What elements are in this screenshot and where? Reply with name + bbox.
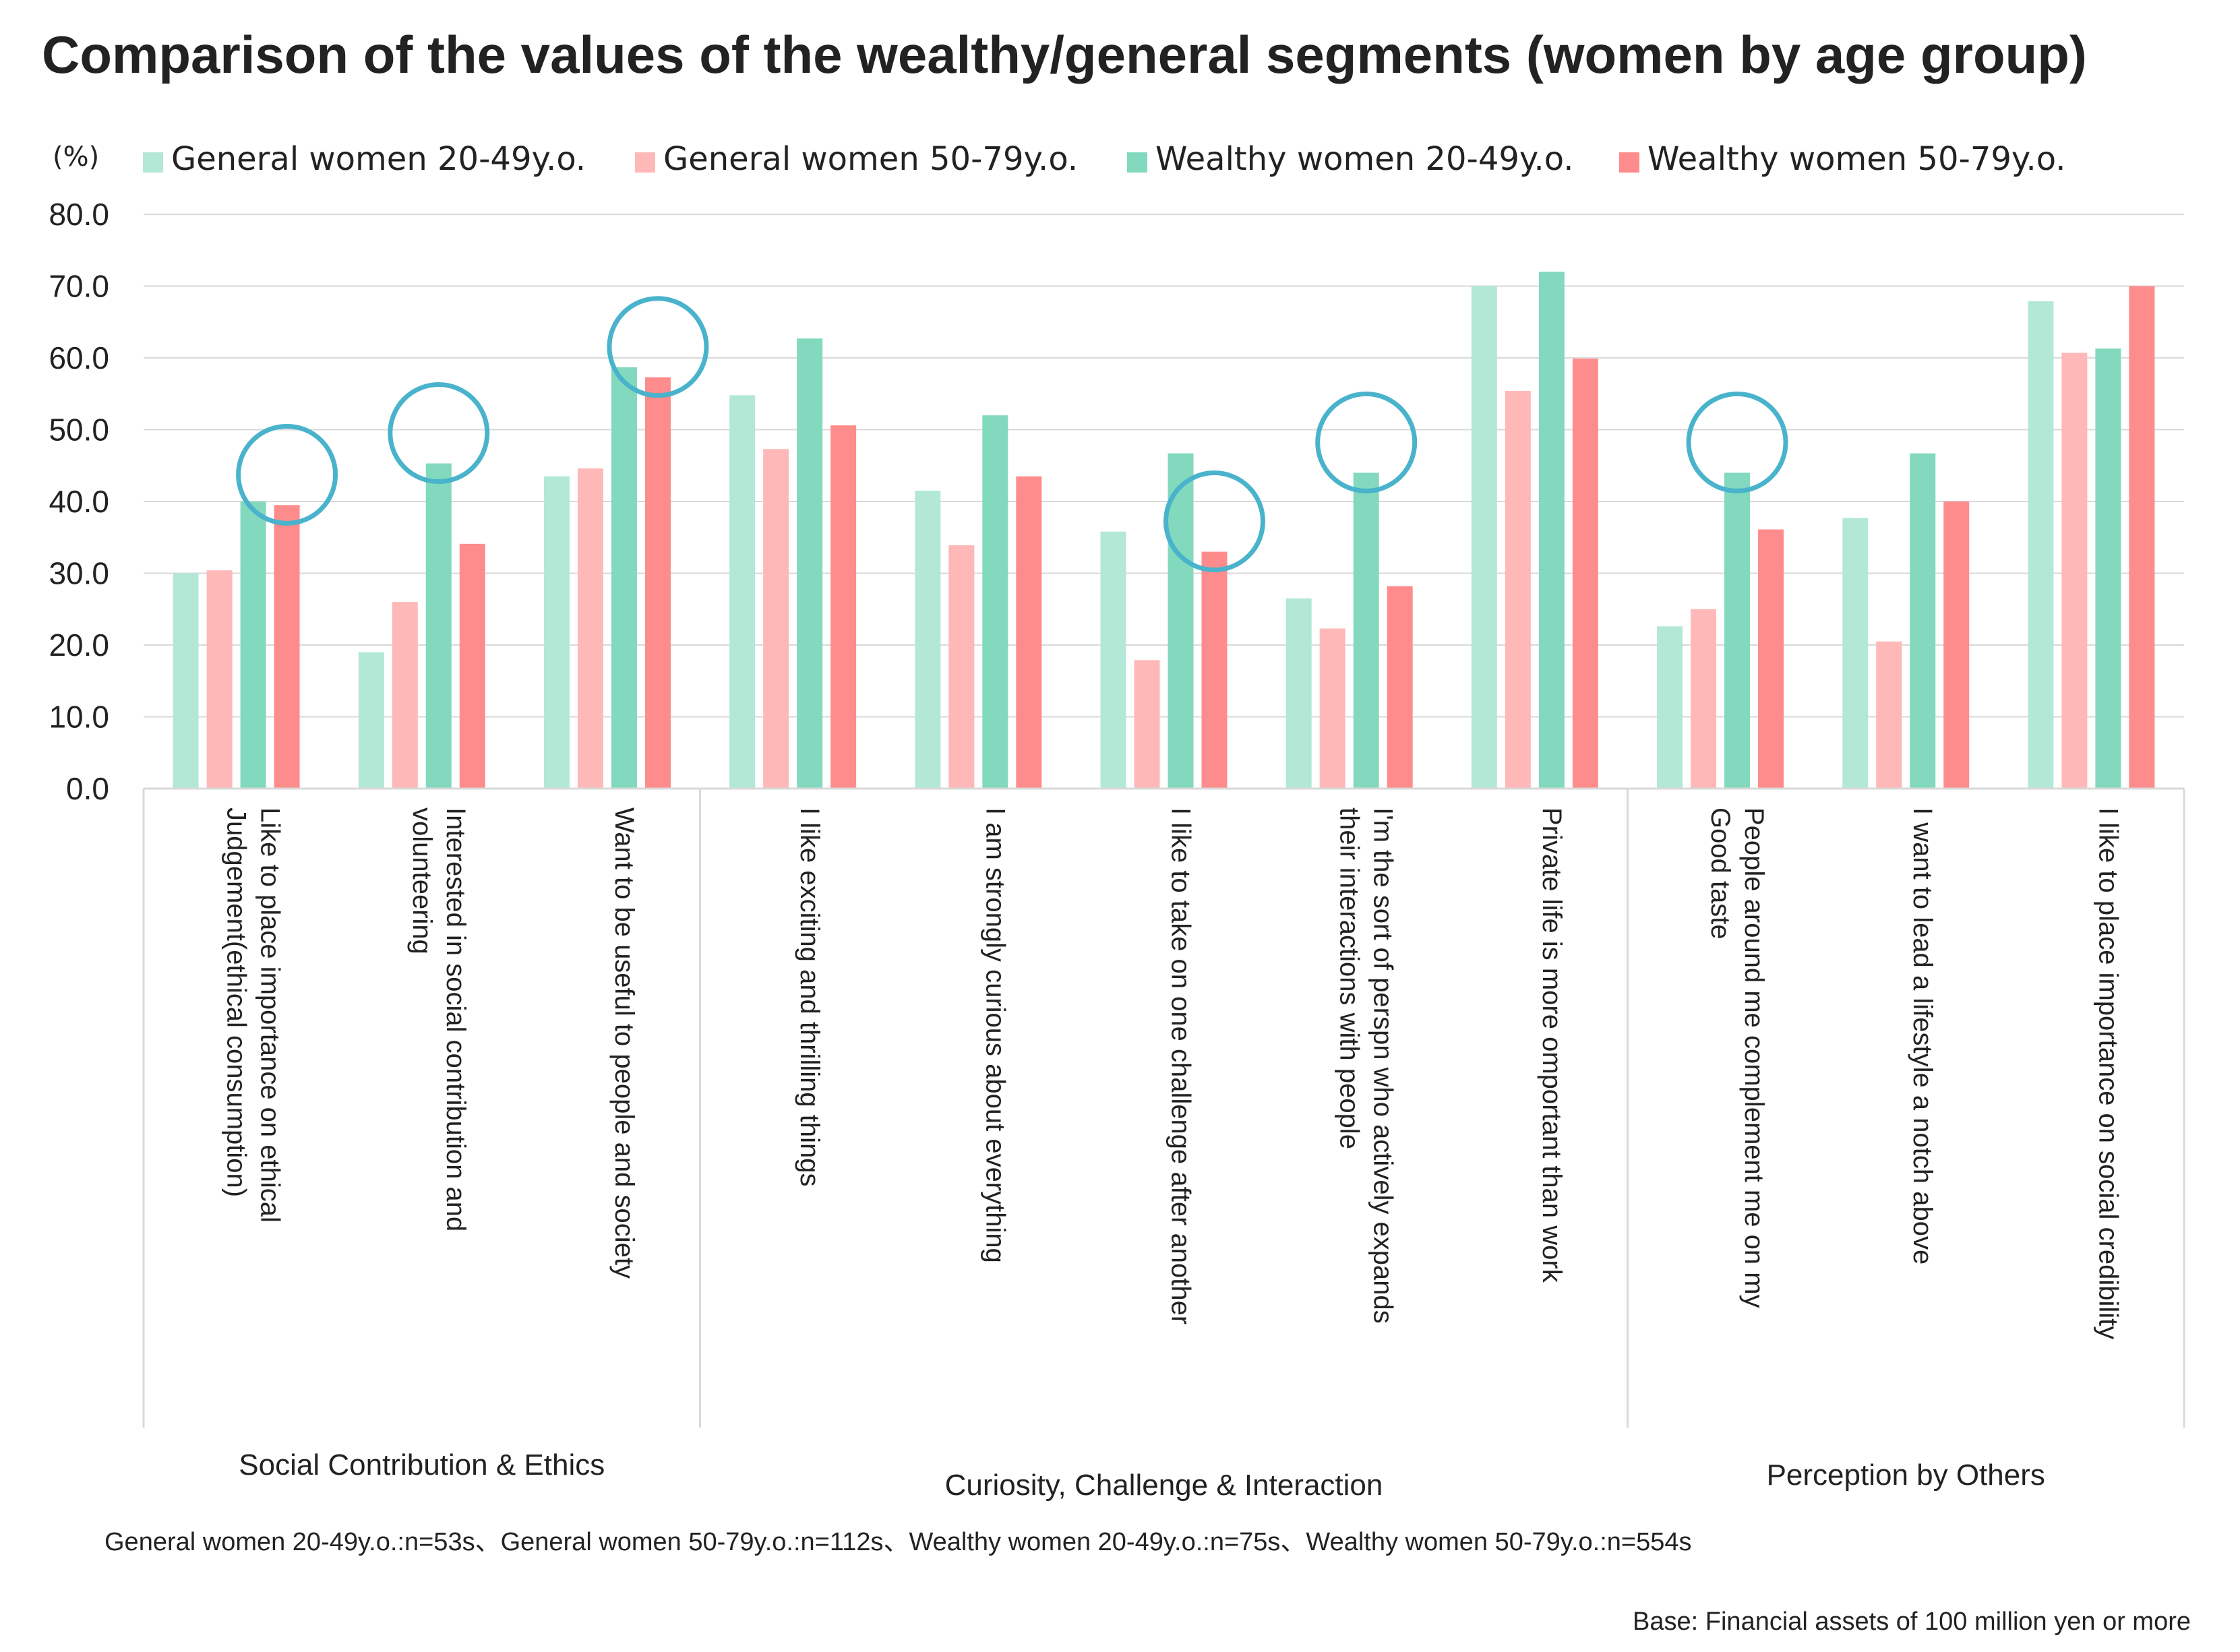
highlight-circle-2 (388, 382, 490, 485)
category-label-3-line-1: Want to be useful to people and society (609, 807, 639, 1279)
legend-swatch-3 (1127, 152, 1147, 173)
bar-s2-c10 (1876, 641, 1902, 789)
y-axis-ticks: 0.0 10.0 20.0 30.0 40.0 50.0 60.0 70.0 80.0 (49, 197, 109, 806)
y-unit-label: (%) (53, 142, 99, 173)
bar-s3-c10 (1910, 453, 1936, 789)
bar-s2-c3 (577, 468, 603, 789)
bar-s4-c6 (1201, 551, 1228, 789)
bar-s2-c8 (1505, 390, 1531, 789)
bar-s2-c7 (1319, 628, 1345, 789)
bar-s1-c5 (915, 491, 941, 789)
legend-label-2: General women 50-79y.o. (663, 140, 1078, 178)
bar-s3-c3 (611, 367, 637, 789)
sample-size-note: General women 20-49y.o.:n=53s、General wo… (104, 1528, 1692, 1556)
category-label-6-line-1: I like to take on one challenge after an… (1166, 807, 1196, 1324)
y-tick-label-1: 10.0 (49, 700, 109, 735)
bar-s1-c6 (1100, 531, 1126, 789)
bar-s4-c7 (1387, 586, 1413, 789)
bar-s3-c6 (1168, 453, 1194, 789)
category-label-2-line-1: Interested in social contribution and (441, 807, 471, 1231)
y-tick-label-8: 80.0 (49, 197, 109, 232)
bars (173, 272, 2155, 789)
highlight-circles (236, 296, 1788, 573)
category-label-2-line-2: volunteering (407, 807, 437, 954)
bar-s1-c7 (1285, 598, 1312, 789)
bar-s1-c11 (2028, 301, 2054, 789)
bar-s3-c8 (1538, 272, 1565, 789)
base-note: Base: Financial assets of 100 million ye… (1633, 1608, 2191, 1636)
bar-s3-c7 (1353, 472, 1379, 789)
group-label-3: Perception by Others (1767, 1459, 2045, 1492)
legend-label-4: Wealthy women 50-79y.o. (1647, 140, 2066, 178)
bar-s4-c9 (1758, 529, 1784, 789)
category-label-9-line-1: People around me complement me on my (1739, 807, 1769, 1308)
bar-s3-c11 (2095, 348, 2121, 789)
bar-s1-c2 (358, 652, 384, 789)
bar-s3-c2 (425, 463, 452, 789)
bar-s2-c2 (392, 602, 418, 789)
category-label-10-line-1: I want to lead a lifestyle a notch above (1908, 807, 1937, 1264)
group-labels: Social Contribution & Ethics Curiosity, C… (239, 1448, 2045, 1502)
highlight-circle-5 (1315, 391, 1418, 493)
bar-s4-c1 (274, 505, 300, 789)
bar-s4-c5 (1016, 476, 1042, 789)
bar-s2-c4 (763, 449, 789, 789)
highlight-circle-4 (1163, 470, 1265, 573)
bar-s1-c8 (1471, 286, 1497, 789)
bar-s2-c9 (1691, 609, 1717, 789)
bar-s3-c1 (240, 501, 266, 789)
bar-s4-c8 (1572, 359, 1598, 789)
bar-s4-c3 (644, 377, 671, 789)
bar-s2-c11 (2061, 353, 2088, 789)
bar-s3-c9 (1724, 472, 1751, 789)
category-label-5-line-1: I am strongly curious about everything (980, 807, 1010, 1263)
category-label-8-line-1: Private life is more omportant than work (1537, 807, 1567, 1283)
bar-s1-c10 (1842, 518, 1869, 789)
group-label-2: Curiosity, Challenge & Interaction (945, 1469, 1383, 1502)
y-tick-label-2: 20.0 (49, 628, 109, 663)
bar-s1-c3 (543, 476, 570, 789)
bar-s3-c5 (982, 415, 1008, 789)
bar-s4-c4 (830, 425, 857, 789)
y-tick-label-4: 40.0 (49, 484, 109, 519)
group-label-1: Social Contribution & Ethics (239, 1448, 605, 1481)
bar-s1-c4 (729, 395, 756, 789)
legend-label-1: General women 20-49y.o. (171, 140, 586, 178)
highlight-circle-1 (236, 423, 338, 526)
bar-s4-c10 (1943, 501, 1970, 789)
category-label-4-line-1: I like exciting and thrilling things (795, 807, 824, 1187)
highlight-circle-3 (607, 296, 709, 398)
bar-s2-c5 (948, 545, 975, 789)
bar-s3-c4 (797, 338, 823, 789)
category-label-1-line-2: Judgement(ethical consumption) (222, 807, 251, 1197)
legend-label-3: Wealthy women 20-49y.o. (1155, 140, 1574, 178)
bar-s1-c1 (173, 573, 199, 789)
legend-swatch-2 (635, 152, 655, 173)
highlight-circle-6 (1686, 391, 1788, 493)
category-label-7-line-2: their interactions with people (1335, 807, 1364, 1149)
legend: General women 20-49y.o. General women 50-… (143, 140, 2066, 178)
bar-s4-c11 (2129, 286, 2155, 789)
category-label-7-line-1: I'm the sort of perspn who actively expa… (1368, 807, 1398, 1324)
y-tick-label-7: 70.0 (49, 269, 109, 304)
bar-s2-c6 (1134, 660, 1160, 789)
category-labels: Like to place importance on ethicalJudge… (222, 807, 2123, 1339)
y-tick-label-3: 30.0 (49, 556, 109, 591)
bar-s4-c2 (459, 543, 485, 789)
x-axis (142, 787, 2185, 1428)
category-label-1-line-1: Like to place importance on ethical (255, 807, 285, 1223)
bar-s1-c9 (1657, 626, 1683, 789)
bar-s2-c1 (206, 570, 233, 789)
y-tick-label-6: 60.0 (49, 340, 109, 375)
legend-swatch-1 (143, 152, 163, 173)
y-tick-label-5: 50.0 (49, 412, 109, 448)
chart-title: Comparison of the values of the wealthy/… (42, 25, 2087, 84)
legend-swatch-4 (1619, 152, 1639, 173)
category-label-11-line-1: I like to place importance on social cre… (2093, 807, 2123, 1339)
category-label-9-line-2: Good taste (1705, 807, 1735, 940)
y-tick-label-0: 0.0 (66, 771, 109, 806)
